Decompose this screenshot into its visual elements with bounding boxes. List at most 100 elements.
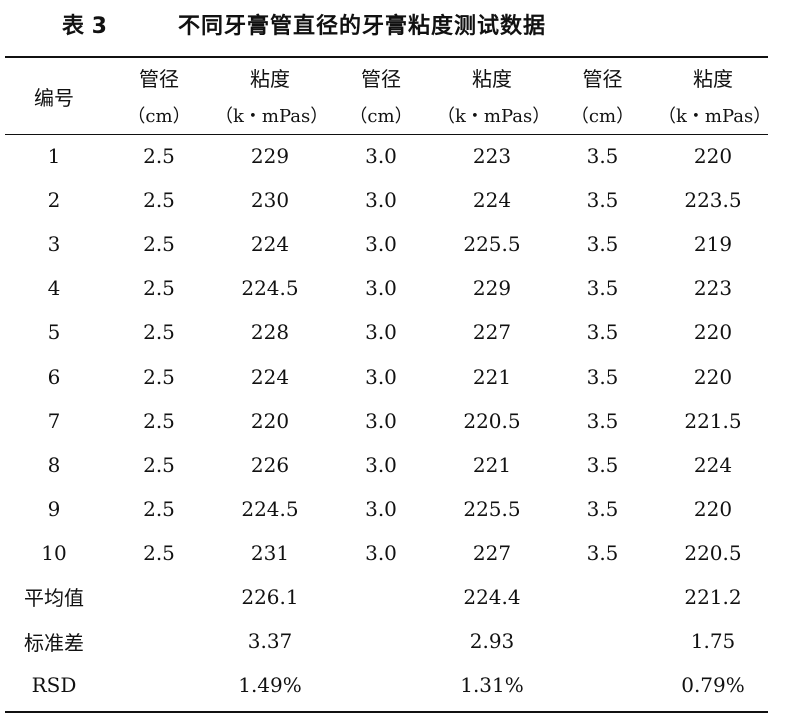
cell-diameter: 3.0 xyxy=(365,276,397,301)
cell-diameter: 3.0 xyxy=(365,496,397,521)
cell-id: 7 xyxy=(47,408,61,433)
cell-viscosity: 230 xyxy=(250,188,290,213)
cell-diameter: 3.5 xyxy=(586,540,619,565)
cell-viscosity: 223.5 xyxy=(684,188,742,213)
table-row: 1 2.5 229 3.0 223 3.5 220 xyxy=(5,134,768,178)
summary-value: 224.4 xyxy=(463,584,521,609)
summary-row-rsd: RSD 1.49% 1.31% 0.79% xyxy=(5,663,768,707)
cell-diameter: 3.5 xyxy=(586,188,619,213)
cell-viscosity: 220 xyxy=(693,364,733,389)
header-diameter: 管径 xyxy=(139,66,179,91)
viscosity-table: 编号 管径 粘度 管径 粘度 管径 粘度 （cm） （k・mPas） （cm） … xyxy=(5,58,772,707)
cell-id: 6 xyxy=(47,364,61,389)
header-diameter-unit: （cm） xyxy=(349,106,413,127)
cell-viscosity: 224 xyxy=(693,452,733,477)
header-viscosity: 粘度 xyxy=(693,66,733,91)
header-viscosity-unit: （k・mPas） xyxy=(658,106,772,127)
cell-diameter: 3.5 xyxy=(586,320,619,345)
cell-diameter: 3.0 xyxy=(365,232,397,257)
summary-value: 2.93 xyxy=(469,629,515,654)
table-caption: 表 3 不同牙膏管直径的牙膏粘度测试数据 xyxy=(0,10,794,44)
top-rule xyxy=(5,56,768,58)
header-diameter-unit: （cm） xyxy=(570,106,635,127)
cell-id: 2 xyxy=(47,188,61,213)
header-id: 编号 xyxy=(34,85,74,110)
cell-diameter: 2.5 xyxy=(143,232,175,257)
cell-diameter: 3.0 xyxy=(365,188,397,213)
cell-viscosity: 224 xyxy=(250,364,290,389)
table-row: 10 2.5 231 3.0 227 3.5 220.5 xyxy=(5,531,768,575)
cell-id: 10 xyxy=(41,540,67,565)
cell-viscosity: 226 xyxy=(250,452,290,477)
cell-viscosity: 220.5 xyxy=(463,408,521,433)
cell-viscosity: 227 xyxy=(472,320,512,345)
cell-viscosity: 220 xyxy=(250,408,290,433)
cell-viscosity: 225.5 xyxy=(463,496,521,521)
cell-diameter: 3.5 xyxy=(586,232,619,257)
cell-viscosity: 221 xyxy=(472,364,512,389)
table-title: 不同牙膏管直径的牙膏粘度测试数据 xyxy=(178,14,547,39)
table-number: 表 3 xyxy=(62,14,107,39)
summary-value: 1.49% xyxy=(238,673,302,698)
cell-diameter: 2.5 xyxy=(143,408,175,433)
cell-viscosity: 227 xyxy=(472,540,512,565)
table-body: 1 2.5 229 3.0 223 3.5 220 2 2.5 230 3.0 … xyxy=(5,134,768,707)
cell-viscosity: 220.5 xyxy=(684,540,742,565)
cell-diameter: 2.5 xyxy=(143,188,175,213)
cell-diameter: 3.5 xyxy=(586,364,619,389)
table-row: 5 2.5 228 3.0 227 3.5 220 xyxy=(5,310,768,354)
cell-viscosity: 221 xyxy=(472,452,512,477)
cell-id: 9 xyxy=(47,496,61,521)
cell-viscosity: 220 xyxy=(693,496,733,521)
cell-diameter: 2.5 xyxy=(143,540,175,565)
cell-diameter: 3.0 xyxy=(365,144,397,169)
summary-value: 221.2 xyxy=(684,584,742,609)
cell-viscosity: 224 xyxy=(472,188,512,213)
cell-diameter: 3.5 xyxy=(586,408,619,433)
header-viscosity: 粘度 xyxy=(472,66,512,91)
cell-id: 8 xyxy=(47,452,61,477)
table-header: 编号 管径 粘度 管径 粘度 管径 粘度 （cm） （k・mPas） （cm） … xyxy=(5,58,772,134)
table-row: 2 2.5 230 3.0 224 3.5 223.5 xyxy=(5,178,768,222)
cell-diameter: 2.5 xyxy=(143,452,175,477)
cell-viscosity: 220 xyxy=(693,144,733,169)
cell-viscosity: 221.5 xyxy=(684,408,742,433)
cell-diameter: 3.0 xyxy=(365,452,397,477)
table-row: 8 2.5 226 3.0 221 3.5 224 xyxy=(5,443,768,487)
table-row: 7 2.5 220 3.0 220.5 3.5 221.5 xyxy=(5,399,768,443)
cell-diameter: 3.5 xyxy=(586,276,619,301)
table-row: 6 2.5 224 3.0 221 3.5 220 xyxy=(5,354,768,398)
table-row: 9 2.5 224.5 3.0 225.5 3.5 220 xyxy=(5,487,768,531)
header-diameter: 管径 xyxy=(361,66,401,91)
cell-viscosity: 224.5 xyxy=(241,276,299,301)
cell-diameter: 3.5 xyxy=(586,496,619,521)
cell-viscosity: 220 xyxy=(693,320,733,345)
cell-diameter: 2.5 xyxy=(143,364,175,389)
header-rule xyxy=(5,134,768,135)
cell-viscosity: 224.5 xyxy=(241,496,299,521)
cell-diameter: 3.0 xyxy=(365,408,397,433)
bottom-rule xyxy=(5,711,768,713)
cell-id: 4 xyxy=(47,276,61,301)
summary-value: 1.75 xyxy=(690,629,736,654)
cell-id: 5 xyxy=(47,320,61,345)
cell-viscosity: 228 xyxy=(250,320,290,345)
cell-diameter: 3.0 xyxy=(365,320,397,345)
header-diameter-unit: （cm） xyxy=(127,106,191,127)
summary-row-stddev: 标准差 3.37 2.93 1.75 xyxy=(5,619,768,663)
summary-value: 0.79% xyxy=(681,673,745,698)
cell-viscosity: 224 xyxy=(250,232,290,257)
cell-diameter: 3.0 xyxy=(365,364,397,389)
cell-diameter: 2.5 xyxy=(143,496,175,521)
header-viscosity-unit: （k・mPas） xyxy=(437,106,551,127)
summary-value: 226.1 xyxy=(241,584,299,609)
summary-value: 1.31% xyxy=(460,673,524,698)
cell-viscosity: 229 xyxy=(472,276,512,301)
summary-row-mean: 平均值 226.1 224.4 221.2 xyxy=(5,575,768,619)
summary-label: RSD xyxy=(31,673,77,698)
table-row: 4 2.5 224.5 3.0 229 3.5 223 xyxy=(5,266,768,310)
cell-diameter: 2.5 xyxy=(143,144,175,169)
summary-label: 平均值 xyxy=(24,586,84,611)
summary-label: 标准差 xyxy=(24,630,84,655)
header-diameter: 管径 xyxy=(582,66,623,91)
